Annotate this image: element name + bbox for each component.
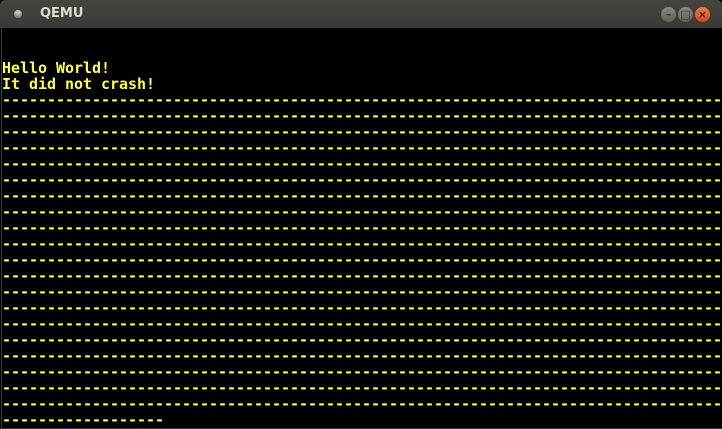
console-line: ----------------------------------------… [2, 332, 722, 348]
console-line: ----------------------------------------… [2, 188, 722, 204]
maximize-button[interactable]: □ [678, 7, 693, 22]
console-line: It did not crash! [2, 76, 156, 92]
minimize-button[interactable]: – [661, 7, 676, 22]
console-line [2, 28, 722, 44]
console-line: ----------------------------------------… [2, 92, 722, 108]
console-line: Hello World! [2, 60, 111, 76]
close-button[interactable]: × [695, 7, 710, 22]
console-line: ----------------------------------------… [2, 140, 722, 156]
console-line: ----------------------------------------… [2, 236, 722, 252]
window-title: QEMU [40, 6, 84, 21]
console-line: ----------------------------------------… [2, 252, 722, 268]
console-line: ----------------------------------------… [2, 284, 722, 300]
console-line: ------------------ [2, 412, 165, 428]
console-line: ----------------------------------------… [2, 268, 722, 284]
console-line: ----------------------------------------… [2, 204, 722, 220]
console-line: ----------------------------------------… [2, 156, 722, 172]
console-line: ----------------------------------------… [2, 364, 722, 380]
console-line [2, 44, 722, 60]
console-line: ----------------------------------------… [2, 396, 722, 412]
text-console: Hello World! It did not crash! -----------… [2, 28, 722, 428]
console-line: ----------------------------------------… [2, 172, 722, 188]
console-line: ----------------------------------------… [2, 380, 722, 396]
vm-display[interactable]: Hello World! It did not crash! -----------… [1, 28, 722, 429]
console-line: ----------------------------------------… [2, 108, 722, 124]
console-line: ----------------------------------------… [2, 316, 722, 332]
console-line: ----------------------------------------… [2, 124, 722, 140]
app-menu-icon[interactable] [14, 10, 22, 18]
title-bar[interactable]: QEMU – □ × [0, 0, 722, 28]
console-line: ----------------------------------------… [2, 220, 722, 236]
console-line: ----------------------------------------… [2, 348, 722, 364]
console-line: ----------------------------------------… [2, 300, 722, 316]
